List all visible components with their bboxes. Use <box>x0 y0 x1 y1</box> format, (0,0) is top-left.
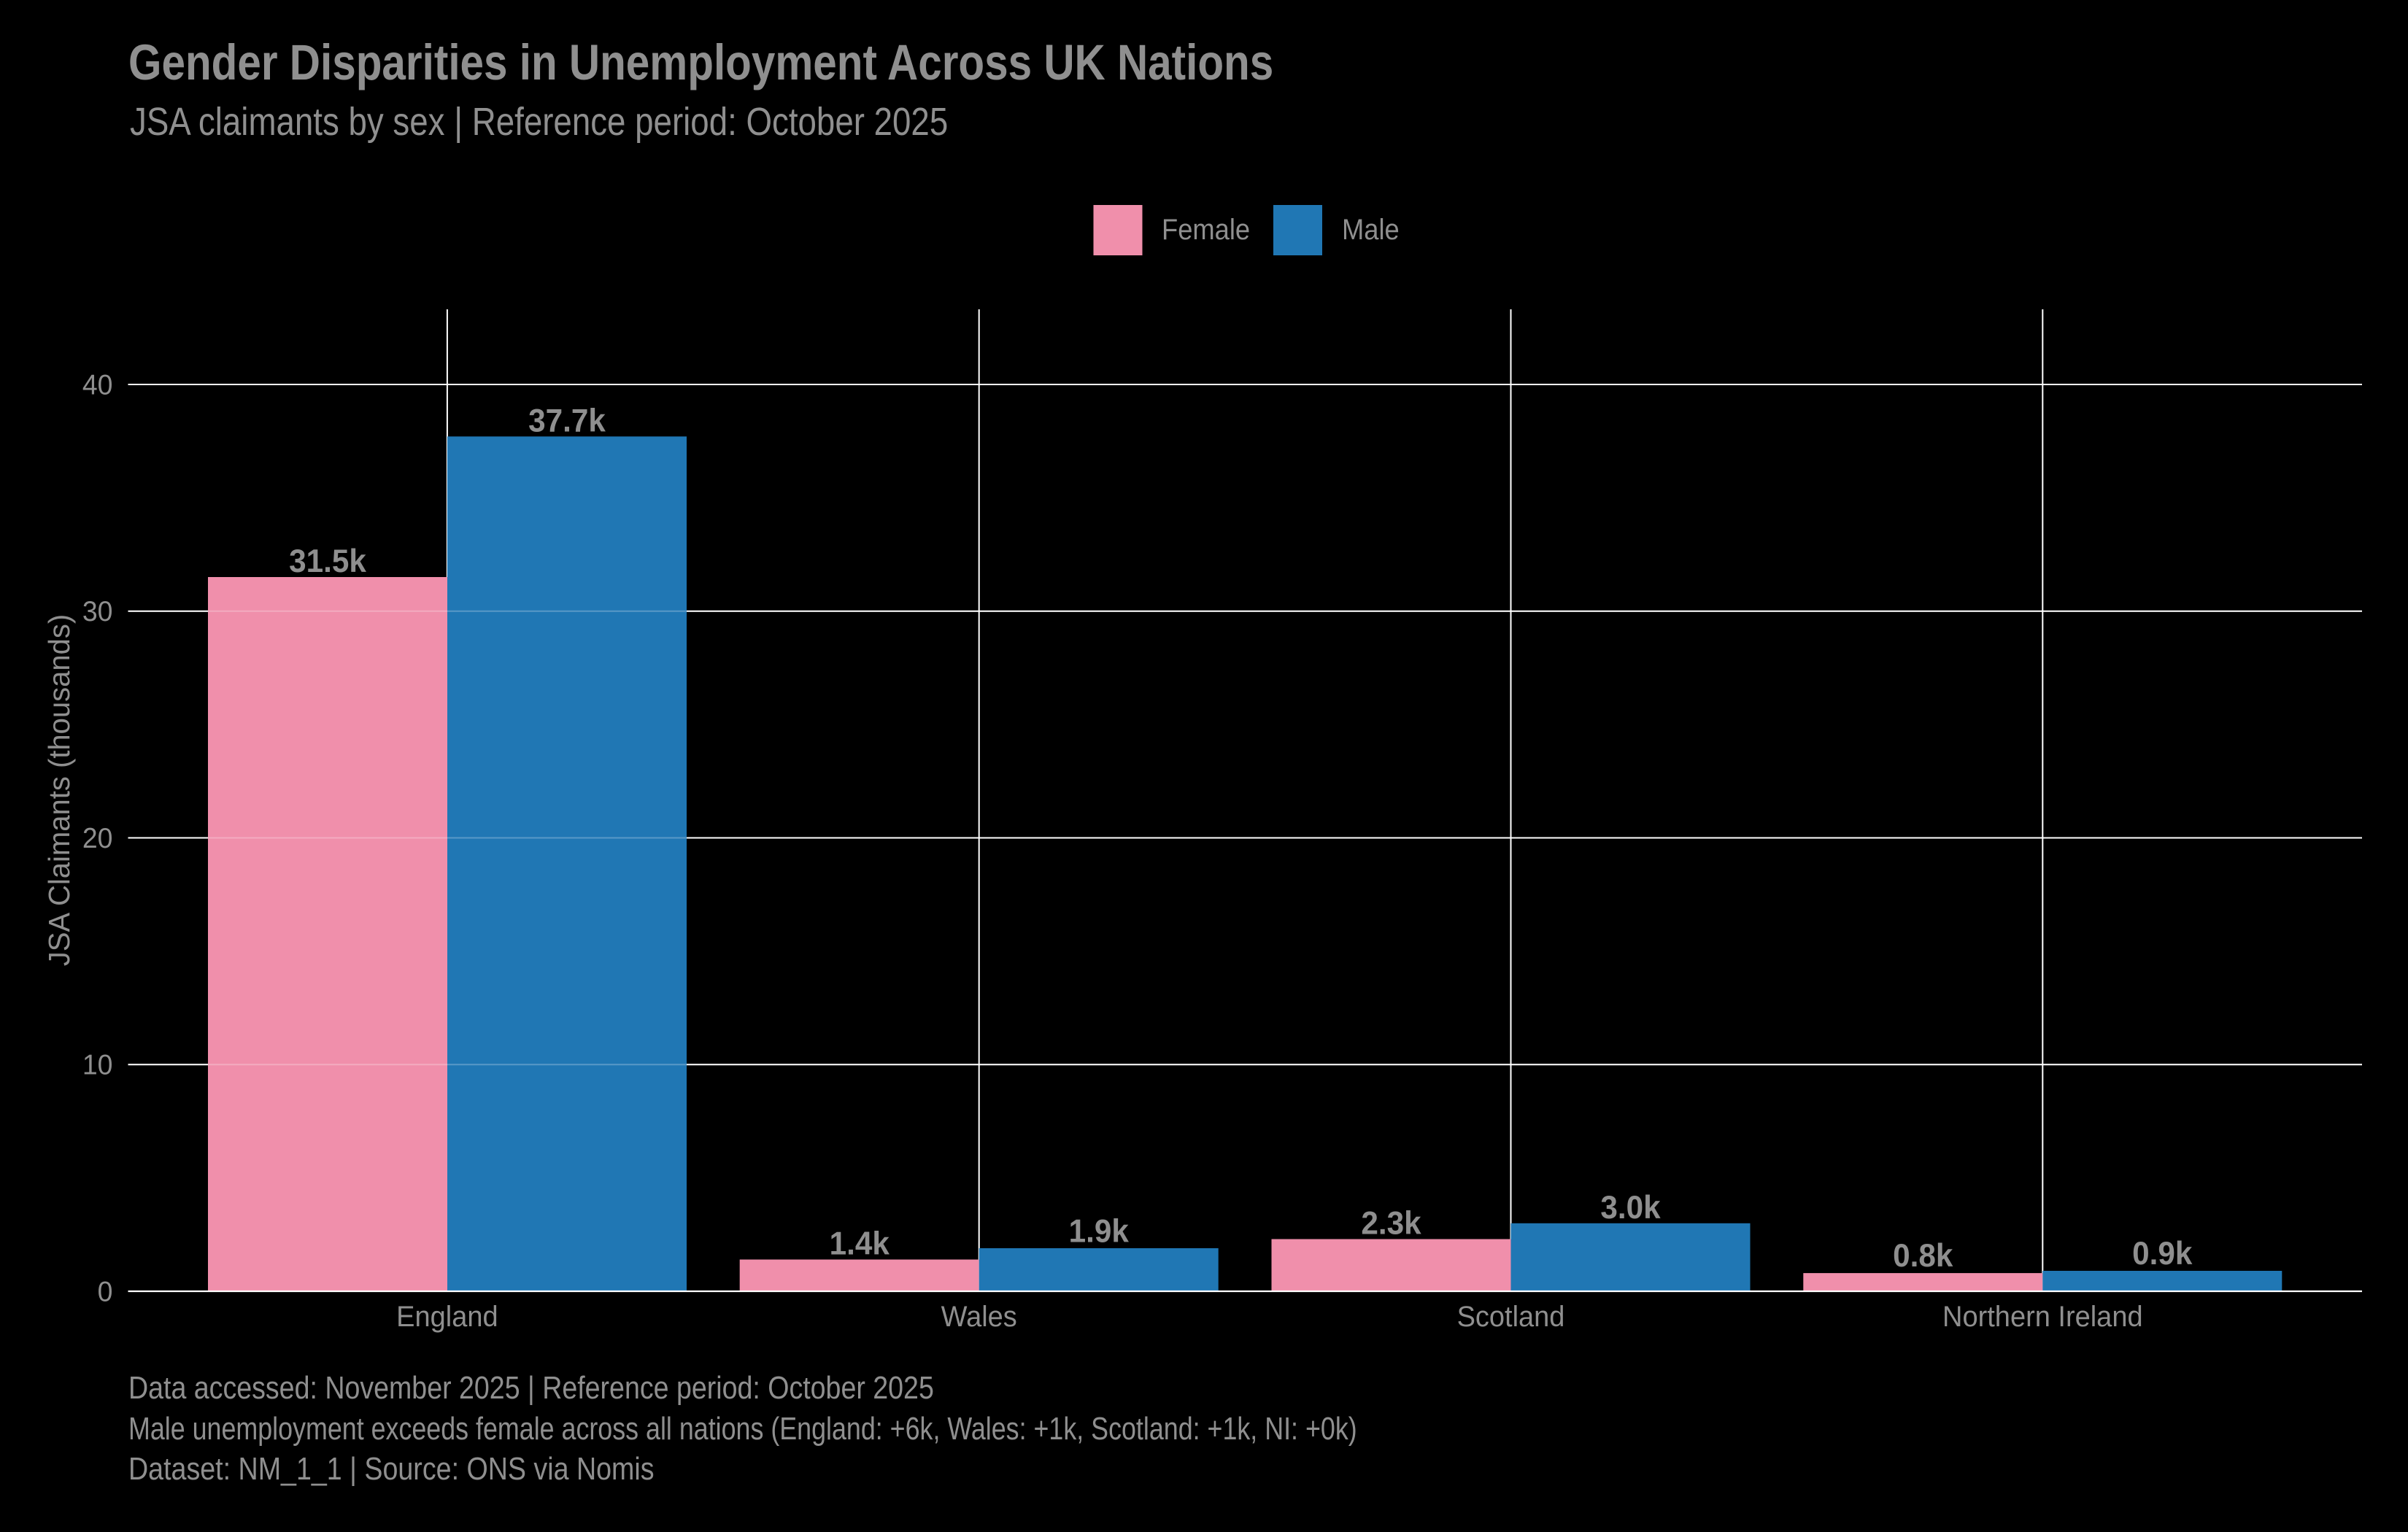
svg-text:Male: Male <box>1342 214 1400 247</box>
svg-text:20: 20 <box>82 822 113 854</box>
svg-text:0.9k: 0.9k <box>2132 1236 2193 1272</box>
svg-text:37.7k: 37.7k <box>528 403 606 438</box>
svg-text:Female: Female <box>1162 214 1250 247</box>
svg-text:0: 0 <box>98 1276 113 1308</box>
svg-text:Dataset: NM_1_1 | Source: ONS: Dataset: NM_1_1 | Source: ONS via Nomis <box>128 1450 655 1486</box>
svg-text:3.0k: 3.0k <box>1600 1190 1661 1226</box>
svg-text:Gender Disparities in Unemploy: Gender Disparities in Unemployment Acros… <box>128 34 1273 90</box>
svg-text:1.4k: 1.4k <box>830 1226 890 1262</box>
svg-text:JSA claimants by sex | Referen: JSA claimants by sex | Reference period:… <box>130 99 948 143</box>
svg-text:10: 10 <box>82 1049 113 1081</box>
svg-text:Scotland: Scotland <box>1457 1301 1565 1333</box>
svg-text:Data accessed: November 2025 |: Data accessed: November 2025 | Reference… <box>128 1369 934 1405</box>
svg-text:2.3k: 2.3k <box>1361 1206 1421 1242</box>
svg-text:Male unemployment exceeds fema: Male unemployment exceeds female across … <box>128 1412 1357 1447</box>
svg-text:Northern Ireland: Northern Ireland <box>1942 1301 2143 1333</box>
svg-text:JSA Claimants (thousands): JSA Claimants (thousands) <box>43 614 76 967</box>
svg-text:31.5k: 31.5k <box>289 543 367 579</box>
svg-text:30: 30 <box>82 596 113 628</box>
svg-text:England: England <box>396 1301 498 1333</box>
svg-text:1.9k: 1.9k <box>1069 1214 1130 1250</box>
svg-text:0.8k: 0.8k <box>1893 1238 1953 1274</box>
svg-text:40: 40 <box>82 369 113 401</box>
svg-text:Wales: Wales <box>941 1301 1017 1333</box>
